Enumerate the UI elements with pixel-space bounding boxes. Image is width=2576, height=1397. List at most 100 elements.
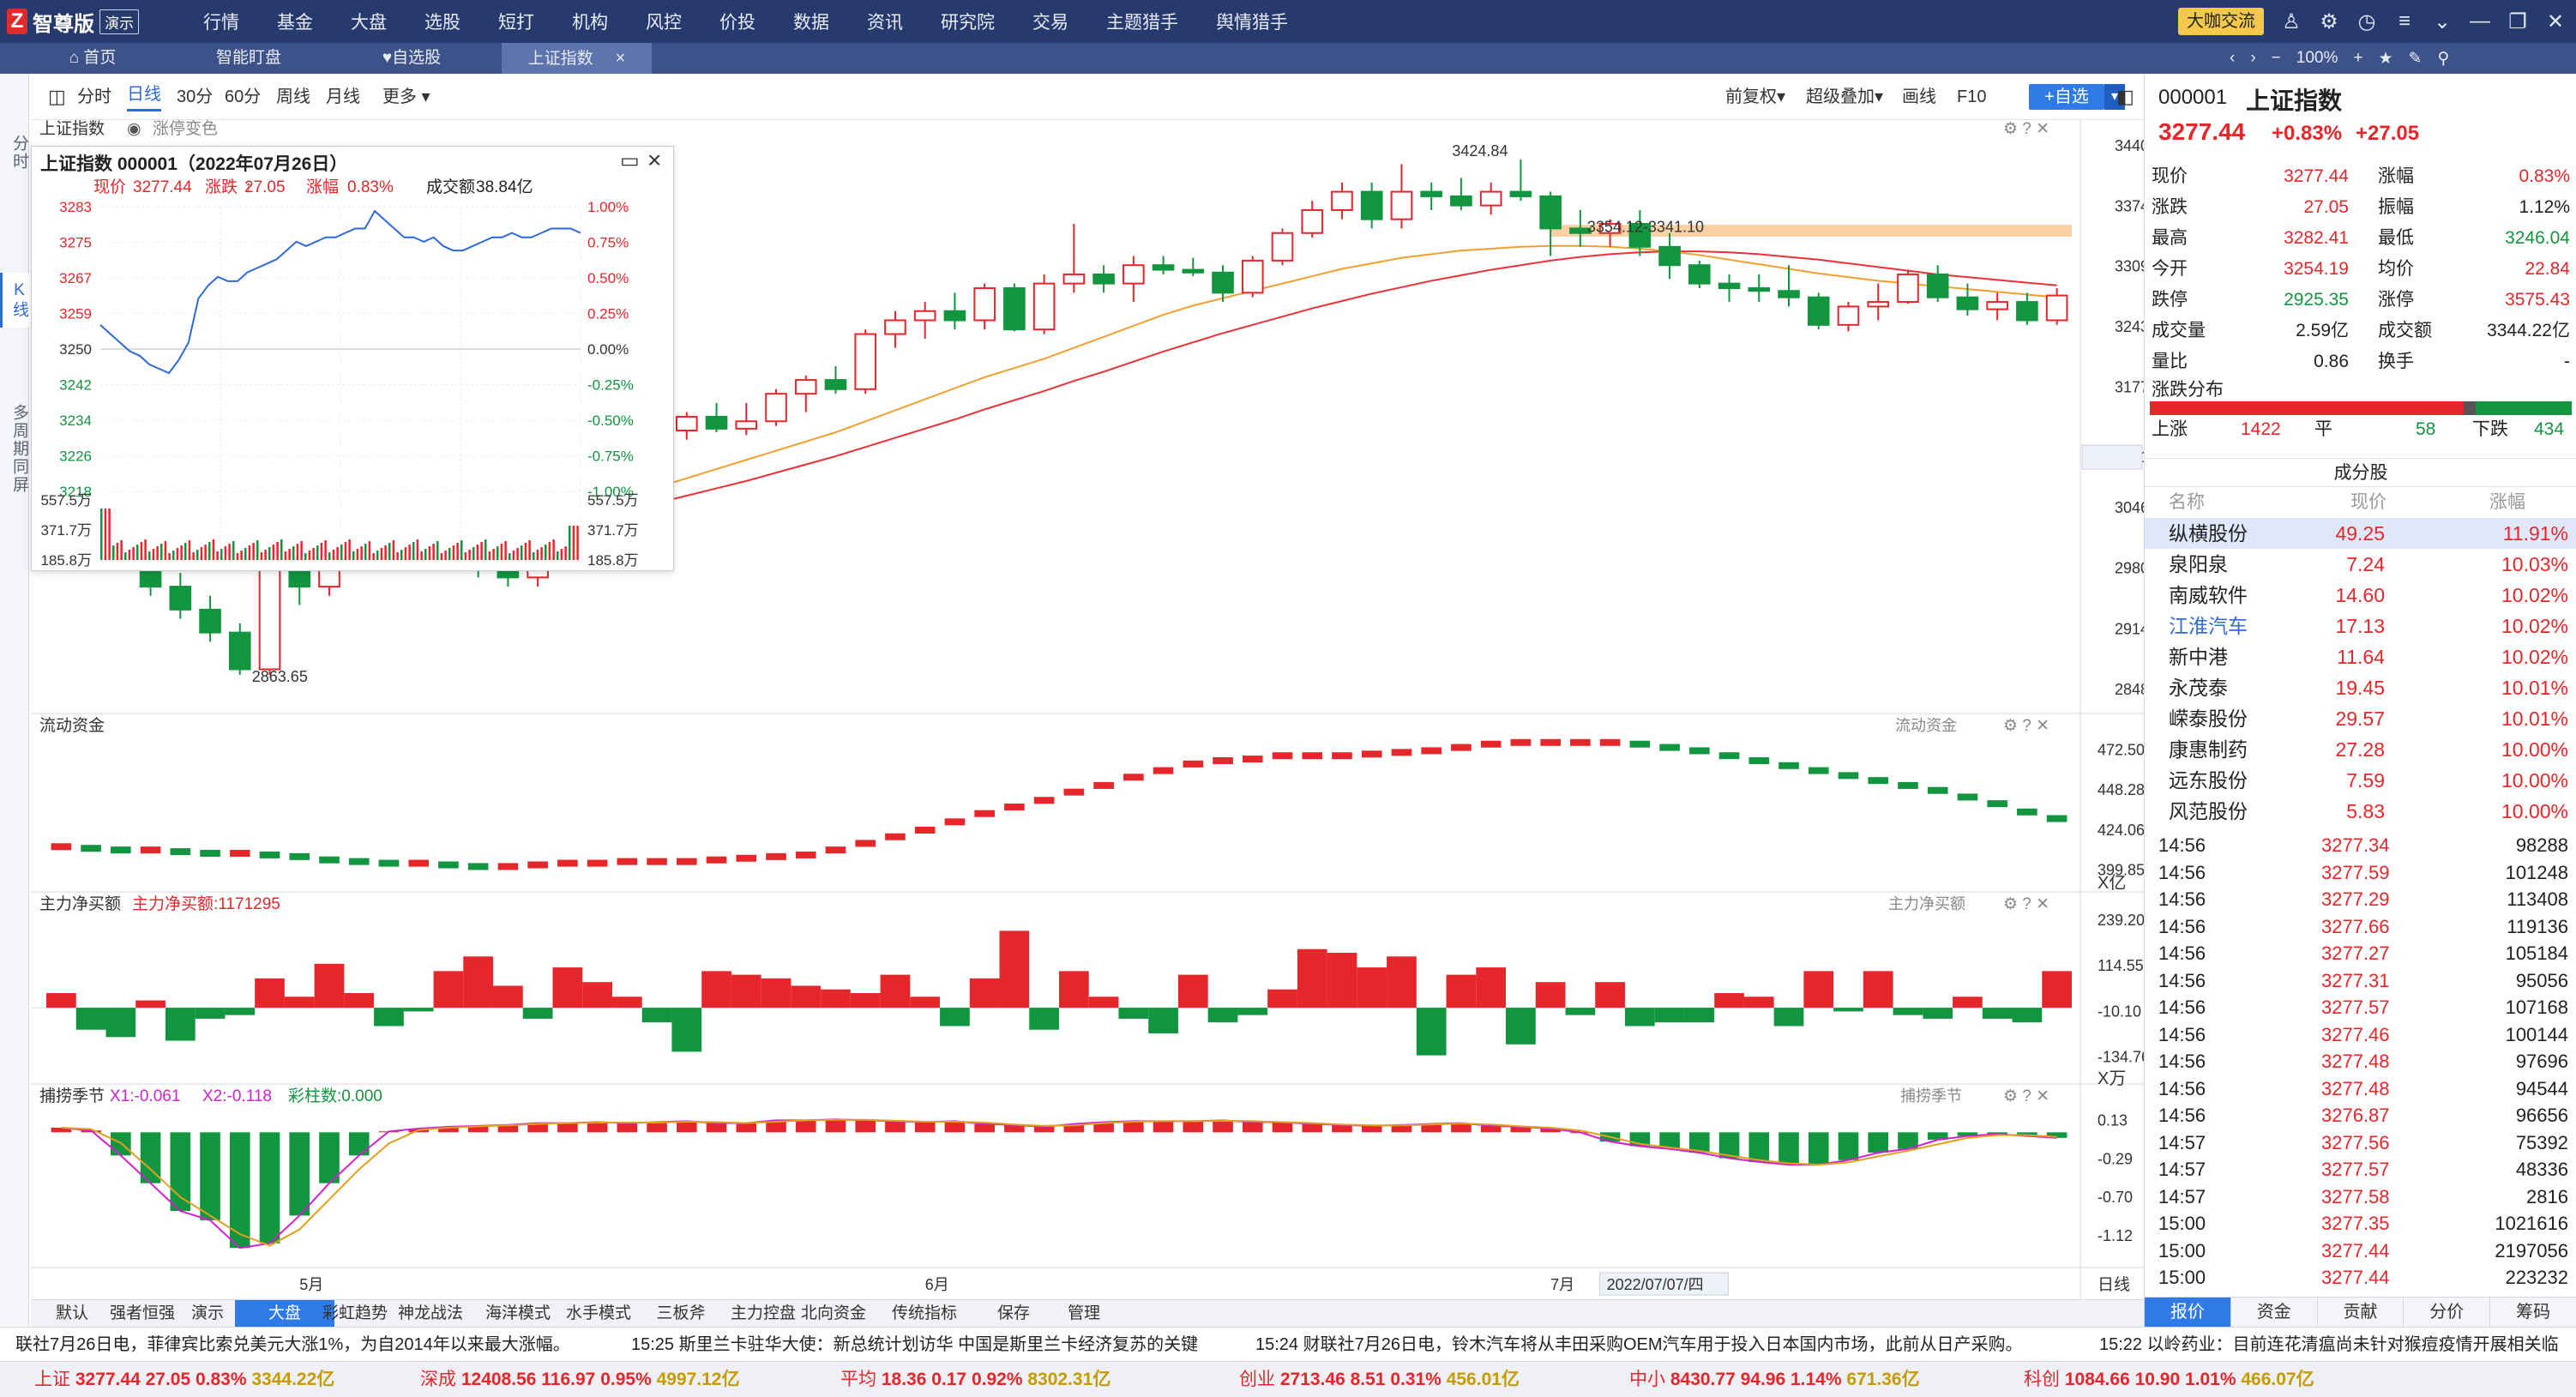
- component-row[interactable]: 新中港 11.64 10.02%: [2145, 641, 2576, 672]
- menu-icon[interactable]: ≡: [2398, 9, 2410, 33]
- news-item[interactable]: 15:25 斯里兰卡驻华大使：新总统计划访华 中国是斯里兰卡经济复苏的关键: [631, 1335, 1199, 1354]
- panel-toggle-icon[interactable]: ◧: [2116, 86, 2134, 107]
- quote-tab[interactable]: 筹码: [2490, 1298, 2576, 1327]
- layout-icon[interactable]: ◫: [48, 86, 66, 107]
- quote-tab[interactable]: 资金: [2230, 1298, 2318, 1327]
- index-item[interactable]: 深成 12408.56 116.97 0.95% 4997.12亿: [420, 1362, 740, 1397]
- strategy-tab[interactable]: 保存: [996, 1304, 1030, 1322]
- tab-close-icon[interactable]: ×: [615, 49, 626, 68]
- period-day[interactable]: 日线: [127, 74, 161, 111]
- forward-icon[interactable]: ›: [2250, 49, 2256, 67]
- menu-item[interactable]: 基金: [277, 13, 313, 33]
- tab-shanghai-index[interactable]: 上证指数 ×: [502, 43, 652, 74]
- index-item[interactable]: 科创 1084.66 10.90 1.01% 466.07亿: [2024, 1362, 2314, 1397]
- menu-item[interactable]: 交易: [1032, 13, 1068, 33]
- add-watchlist-dropdown-icon[interactable]: ▾: [2104, 84, 2125, 110]
- menu-item[interactable]: 行情: [203, 13, 239, 33]
- period-week[interactable]: 周线: [276, 87, 310, 106]
- tab-watchlist[interactable]: ♥自选股: [364, 43, 459, 74]
- settings-icon[interactable]: ⚙: [2320, 9, 2338, 33]
- component-row[interactable]: 纵横股份 49.25 11.91%: [2145, 518, 2576, 549]
- component-row[interactable]: 泉阳泉 7.24 10.03%: [2145, 549, 2576, 580]
- pin-icon[interactable]: ⚲: [2437, 49, 2450, 68]
- period-more[interactable]: 更多 ▾: [382, 74, 430, 120]
- menu-item[interactable]: 研究院: [941, 13, 995, 33]
- menu-item[interactable]: 大盘: [351, 13, 387, 33]
- quote-tab[interactable]: 分价: [2404, 1298, 2491, 1327]
- menu-item[interactable]: 资讯: [867, 13, 903, 33]
- component-row[interactable]: 江淮汽车 17.13 10.02%: [2145, 611, 2576, 641]
- strategy-tab[interactable]: 神龙战法: [397, 1304, 463, 1322]
- quote-label: 涨停: [2378, 290, 2414, 310]
- strategy-tab[interactable]: 主力控盘: [730, 1304, 796, 1322]
- component-row[interactable]: 永茂泰 19.45 10.01%: [2145, 672, 2576, 703]
- left-nav-kline[interactable]: K线: [0, 273, 29, 328]
- tab-smart-watch[interactable]: 智能盯盘: [193, 43, 304, 74]
- period-timeshare[interactable]: 分时: [77, 87, 111, 106]
- user-icon[interactable]: ♙: [2282, 9, 2301, 33]
- index-item[interactable]: 上证 3277.44 27.05 0.83% 3344.22亿: [34, 1362, 334, 1397]
- left-nav-multi-period[interactable]: 多周期同屏: [10, 403, 28, 494]
- component-row[interactable]: 南威软件 14.60 10.02%: [2145, 580, 2576, 611]
- strategy-tab[interactable]: 海洋模式: [485, 1304, 551, 1322]
- index-item[interactable]: 创业 2713.46 8.51 0.31% 456.01亿: [1239, 1362, 1520, 1397]
- f10-button[interactable]: F10: [1957, 87, 1987, 106]
- strategy-tab[interactable]: 大盘: [235, 1300, 334, 1328]
- clock-icon[interactable]: ◷: [2357, 9, 2376, 33]
- kline-chart-area[interactable]: 上证指数 ◉ 涨停变色 ⚙ ? ✕ ⚙ ? ✕ ⚙ ? ✕ ⚙ ? ✕ 3440 3374 330…: [31, 120, 2144, 1299]
- strategy-tab[interactable]: 北向资金: [800, 1304, 866, 1322]
- strategy-tab[interactable]: 演示: [190, 1304, 224, 1322]
- strategy-tab[interactable]: 传统指标: [891, 1304, 957, 1322]
- add-watchlist-button[interactable]: +自选: [2029, 84, 2104, 110]
- menu-item[interactable]: 价投: [719, 13, 755, 33]
- star-icon[interactable]: ★: [2378, 49, 2393, 68]
- menu-item[interactable]: 机构: [572, 13, 608, 33]
- overlay-dropdown[interactable]: 超级叠加▾: [1806, 74, 1883, 120]
- component-row[interactable]: 康惠制药 27.28 10.00%: [2145, 734, 2576, 765]
- strategy-tab[interactable]: 水手模式: [565, 1304, 631, 1322]
- index-item[interactable]: 平均 18.36 0.17 0.92% 8302.31亿: [840, 1362, 1110, 1397]
- news-item[interactable]: 15:22 以岭药业：目前连花清瘟尚未针对猴痘疫情开展相关临: [2099, 1335, 2559, 1354]
- restore-icon[interactable]: ❐: [2508, 9, 2527, 33]
- strategy-tab[interactable]: 彩虹趋势: [322, 1304, 388, 1322]
- edit-icon[interactable]: ✎: [2408, 49, 2423, 68]
- news-item[interactable]: 联社7月26日电，菲律宾比索兑美元大涨1%，为自2014年以来最大涨幅。: [15, 1335, 570, 1354]
- adjust-dropdown[interactable]: 前复权▾: [1725, 74, 1785, 120]
- menu-item[interactable]: 数据: [793, 13, 829, 33]
- strategy-tab[interactable]: 管理: [1067, 1304, 1100, 1322]
- component-row[interactable]: 嵘泰股份 29.57 10.01%: [2145, 703, 2576, 734]
- minimize-icon[interactable]: ▭: [620, 149, 640, 172]
- tab-home[interactable]: ⌂ 首页: [50, 43, 135, 74]
- period-30m[interactable]: 30分: [177, 87, 214, 106]
- strategy-tab[interactable]: 强者恒强: [109, 1304, 175, 1322]
- menu-item[interactable]: 风控: [646, 13, 682, 33]
- strategy-tab[interactable]: 三板斧: [656, 1304, 706, 1322]
- quote-tab[interactable]: 报价: [2145, 1298, 2231, 1327]
- quote-tab[interactable]: 贡献: [2317, 1298, 2404, 1327]
- component-row[interactable]: 风范股份 5.83 10.00%: [2145, 796, 2576, 827]
- menu-item[interactable]: 选股: [424, 13, 460, 33]
- zoom-out-icon[interactable]: −: [2271, 49, 2281, 67]
- popup-close-icon[interactable]: ×: [647, 147, 662, 173]
- news-item[interactable]: 15:24 财联社7月26日电，铃木汽车将从丰田采购OEM汽车用于投入日本国内市…: [1255, 1335, 2023, 1354]
- minimize-icon[interactable]: —: [2470, 9, 2490, 33]
- close-icon[interactable]: ✕: [2546, 9, 2565, 33]
- period-60m[interactable]: 60分: [225, 87, 262, 106]
- flow-bar: [766, 852, 786, 860]
- index-item[interactable]: 中小 8430.77 94.96 1.14% 671.36亿: [1629, 1362, 1920, 1397]
- left-nav-timeshare[interactable]: 分时: [10, 135, 28, 171]
- component-row[interactable]: 远东股份 7.59 10.00%: [2145, 765, 2576, 796]
- collapse-icon[interactable]: ⌄: [2433, 9, 2452, 33]
- period-month[interactable]: 月线: [326, 87, 360, 106]
- back-icon[interactable]: ‹: [2230, 49, 2236, 67]
- menu-item[interactable]: 舆情猎手: [1216, 13, 1288, 33]
- menu-item[interactable]: 主题猎手: [1106, 13, 1178, 33]
- zoom-in-icon[interactable]: +: [2353, 49, 2363, 67]
- daka-button[interactable]: 大咖交流: [2178, 8, 2264, 35]
- strategy-tab[interactable]: 默认: [55, 1304, 88, 1322]
- flow-bar: [1272, 752, 1293, 760]
- intraday-volume-bar: [100, 509, 103, 560]
- menu-item[interactable]: 短打: [498, 13, 534, 33]
- main-net-bar: [1267, 989, 1297, 1009]
- draw-line-button[interactable]: 画线: [1902, 87, 1936, 106]
